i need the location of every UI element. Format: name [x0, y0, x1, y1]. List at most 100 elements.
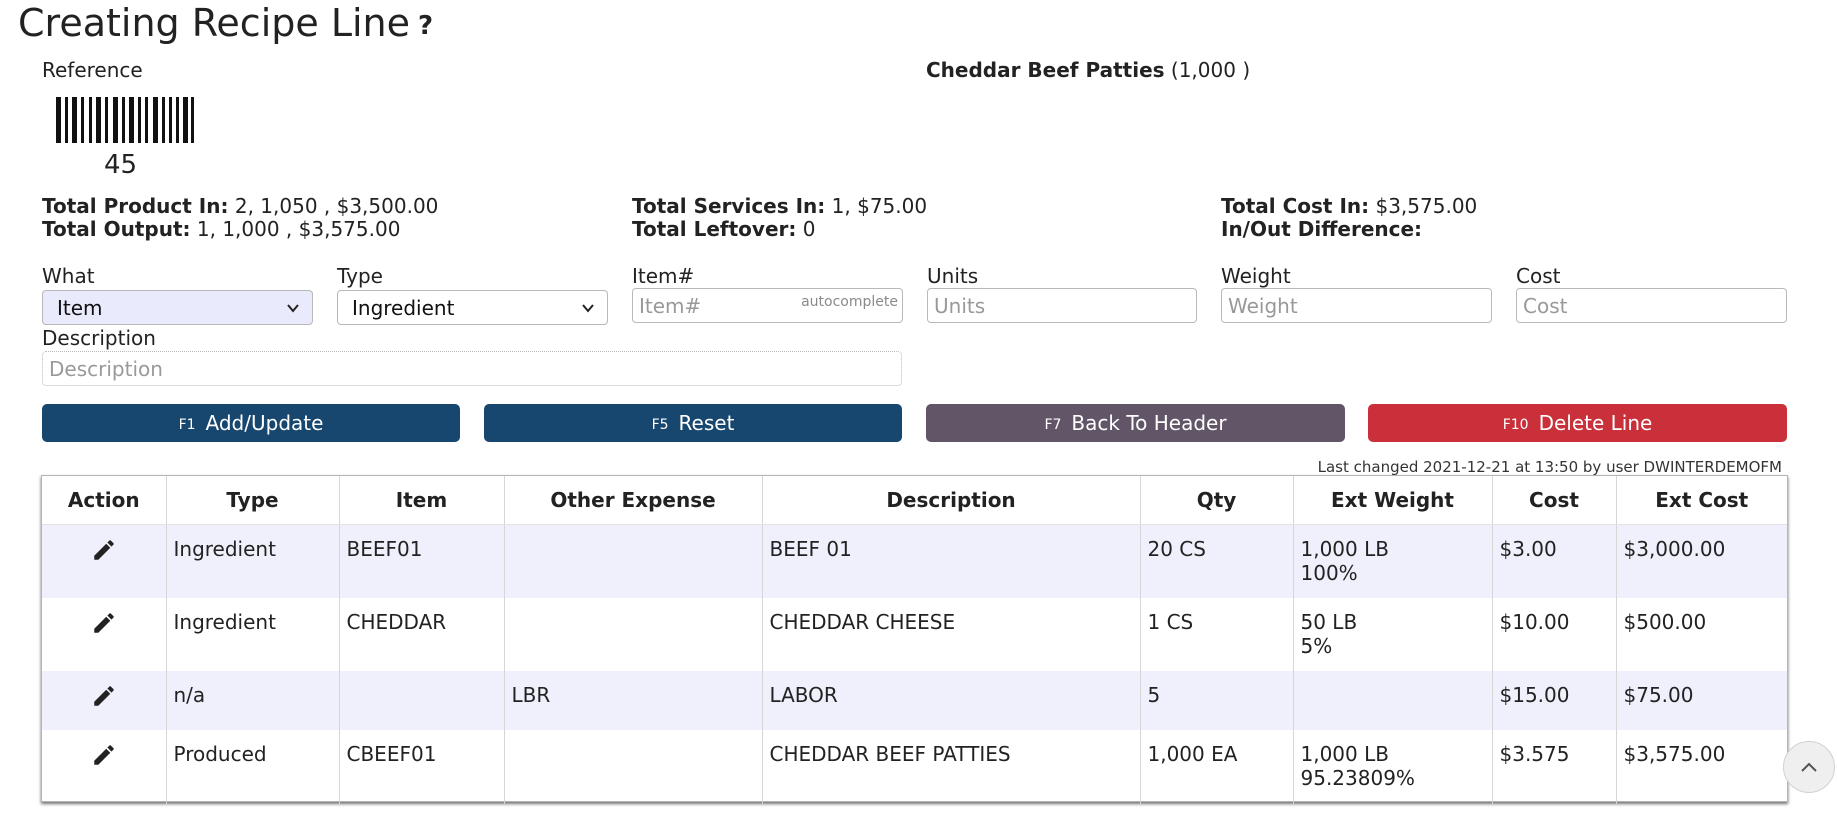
total-services-in-label: Total Services In: — [632, 194, 826, 218]
reset-label: Reset — [678, 411, 735, 435]
in-out-difference-label: In/Out Difference: — [1221, 217, 1423, 241]
total-leftover-label: Total Leftover: — [632, 217, 797, 241]
item-number-placeholder: Item# — [639, 293, 702, 318]
row-qty: 1,000 EA — [1140, 730, 1294, 804]
totals-col-1: Total Product In: 2, 1,050 , $3,500.00 T… — [42, 195, 438, 241]
row-description: CHEDDAR BEEF PATTIES — [762, 730, 1141, 804]
totals-col-3: Total Cost In: $3,575.00 In/Out Differen… — [1221, 195, 1477, 241]
pencil-icon[interactable] — [91, 610, 117, 636]
col-header-other-expense[interactable]: Other Expense — [504, 476, 763, 525]
type-select[interactable]: Ingredient — [337, 290, 608, 325]
total-cost-in-label: Total Cost In: — [1221, 194, 1370, 218]
row-cost: $3.00 — [1492, 524, 1617, 598]
type-label: Type — [337, 264, 383, 288]
total-product-in-label: Total Product In: — [42, 194, 229, 218]
add-update-shortcut: F1 — [178, 417, 196, 433]
col-header-item[interactable]: Item — [339, 476, 505, 525]
row-item: BEEF01 — [339, 524, 505, 598]
totals-col-2: Total Services In: 1, $75.00 Total Lefto… — [632, 195, 927, 241]
row-type: n/a — [166, 671, 340, 730]
chevron-down-icon — [287, 303, 299, 313]
add-update-button[interactable]: F1 Add/Update — [42, 404, 460, 442]
row-description: LABOR — [762, 671, 1141, 730]
col-header-cost[interactable]: Cost — [1492, 476, 1617, 525]
type-select-value: Ingredient — [352, 295, 455, 320]
row-cost: $10.00 — [1492, 598, 1617, 671]
units-input[interactable]: Units — [927, 288, 1197, 323]
scroll-to-top-button[interactable] — [1783, 741, 1835, 793]
row-weight-pct: 5% — [1300, 634, 1333, 658]
page-title-text: Creating Recipe Line — [18, 1, 411, 45]
barcode-image — [56, 97, 194, 143]
product-qty: (1,000 ) — [1170, 58, 1251, 82]
last-changed-text: Last changed 2021-12-21 at 13:50 by user… — [1317, 458, 1782, 476]
weight-input[interactable]: Weight — [1221, 288, 1492, 323]
row-weight: 50 LB — [1300, 610, 1358, 634]
what-select[interactable]: Item — [42, 290, 313, 325]
col-header-description[interactable]: Description — [762, 476, 1141, 525]
description-label: Description — [42, 326, 156, 350]
reference-label: Reference — [42, 58, 143, 82]
total-output-value: 1, 1,000 , $3,575.00 — [190, 217, 401, 241]
row-cost: $15.00 — [1492, 671, 1617, 730]
col-header-type[interactable]: Type — [166, 476, 340, 525]
chevron-down-icon — [582, 303, 594, 313]
row-ext-weight: 1,000 LB 95.23809% — [1293, 730, 1493, 804]
col-header-ext-cost[interactable]: Ext Cost — [1616, 476, 1787, 525]
pencil-icon[interactable] — [91, 742, 117, 768]
row-item — [339, 671, 505, 730]
row-ext-cost: $3,000.00 — [1616, 524, 1787, 598]
col-header-ext-weight[interactable]: Ext Weight — [1293, 476, 1493, 525]
units-placeholder: Units — [934, 293, 986, 318]
row-ext-weight: 50 LB 5% — [1293, 598, 1493, 671]
row-weight-pct: 100% — [1300, 561, 1358, 585]
back-to-header-shortcut: F7 — [1044, 417, 1062, 433]
back-to-header-button[interactable]: F7 Back To Header — [926, 404, 1345, 442]
row-action-cell — [42, 524, 167, 598]
total-services-in-value: 1, $75.00 — [825, 194, 928, 218]
row-ext-weight — [1293, 671, 1493, 730]
pencil-icon[interactable] — [91, 683, 117, 709]
row-qty: 1 CS — [1140, 598, 1294, 671]
product-heading: Cheddar Beef Patties (1,000 ) — [926, 58, 1250, 82]
total-leftover-value: 0 — [796, 217, 816, 241]
table-row[interactable]: Produced CBEEF01 CHEDDAR BEEF PATTIES 1,… — [42, 730, 1787, 804]
row-qty: 5 — [1140, 671, 1294, 730]
item-label: Item# — [632, 264, 695, 288]
row-other-expense — [504, 598, 763, 671]
col-header-action[interactable]: Action — [42, 476, 167, 525]
row-ext-weight: 1,000 LB 100% — [1293, 524, 1493, 598]
table-row[interactable]: Ingredient CHEDDAR CHEDDAR CHEESE 1 CS 5… — [42, 598, 1787, 671]
what-label: What — [42, 264, 95, 288]
units-label: Units — [927, 264, 979, 288]
row-other-expense: LBR — [504, 671, 763, 730]
cost-input[interactable]: Cost — [1516, 288, 1787, 323]
product-name: Cheddar Beef Patties — [926, 58, 1165, 82]
add-update-label: Add/Update — [205, 411, 324, 435]
autocomplete-hint: autocomplete — [801, 294, 898, 310]
table-row[interactable]: n/a LBR LABOR 5 $15.00 $75.00 — [42, 671, 1787, 730]
reset-button[interactable]: F5 Reset — [484, 404, 902, 442]
row-type: Ingredient — [166, 598, 340, 671]
row-action-cell — [42, 598, 167, 671]
row-description: CHEDDAR CHEESE — [762, 598, 1141, 671]
what-select-value: Item — [57, 295, 103, 320]
row-type: Ingredient — [166, 524, 340, 598]
recipe-lines-table: Action Type Item Other Expense Descripti… — [41, 475, 1788, 804]
weight-placeholder: Weight — [1228, 293, 1298, 318]
back-to-header-label: Back To Header — [1071, 411, 1227, 435]
delete-line-button[interactable]: F10 Delete Line — [1368, 404, 1787, 442]
weight-label: Weight — [1221, 264, 1291, 288]
row-description: BEEF 01 — [762, 524, 1141, 598]
row-item: CBEEF01 — [339, 730, 505, 804]
delete-line-label: Delete Line — [1538, 411, 1653, 435]
pencil-icon[interactable] — [91, 537, 117, 563]
table-row[interactable]: Ingredient BEEF01 BEEF 01 20 CS 1,000 LB… — [42, 524, 1787, 598]
item-number-input[interactable]: Item# autocomplete — [632, 288, 903, 323]
description-input[interactable]: Description — [42, 351, 902, 386]
col-header-qty[interactable]: Qty — [1140, 476, 1294, 525]
row-cost: $3.575 — [1492, 730, 1617, 804]
page-title: Creating Recipe Line? — [18, 0, 433, 49]
row-type: Produced — [166, 730, 340, 804]
help-icon[interactable]: ? — [418, 11, 434, 41]
